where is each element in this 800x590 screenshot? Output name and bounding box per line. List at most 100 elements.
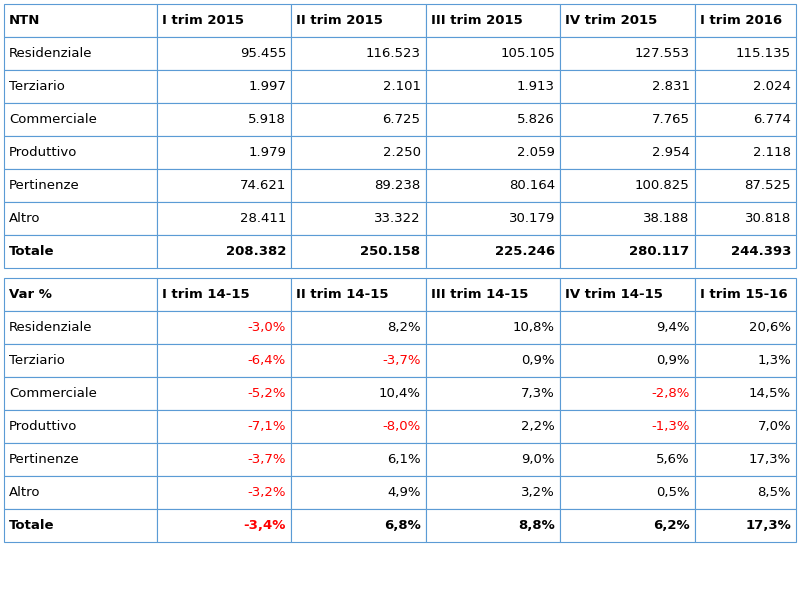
- Text: NTN: NTN: [9, 14, 40, 27]
- Text: 3,2%: 3,2%: [522, 486, 555, 499]
- Bar: [157, 70, 291, 103]
- Bar: [560, 344, 694, 377]
- Bar: [291, 344, 426, 377]
- Text: 6,2%: 6,2%: [653, 519, 690, 532]
- Text: 6,1%: 6,1%: [387, 453, 421, 466]
- Bar: [157, 202, 291, 235]
- Text: Produttivo: Produttivo: [9, 146, 78, 159]
- Text: I trim 15-16: I trim 15-16: [699, 288, 787, 301]
- Text: 8,2%: 8,2%: [387, 321, 421, 334]
- Bar: [291, 311, 426, 344]
- Bar: [4, 4, 157, 37]
- Bar: [157, 169, 291, 202]
- Text: 89.238: 89.238: [374, 179, 421, 192]
- Text: 8,8%: 8,8%: [518, 519, 555, 532]
- Bar: [426, 443, 560, 476]
- Text: -5,2%: -5,2%: [248, 387, 286, 400]
- Text: 7,3%: 7,3%: [522, 387, 555, 400]
- Text: 250.158: 250.158: [361, 245, 421, 258]
- Bar: [560, 311, 694, 344]
- Bar: [560, 278, 694, 311]
- Text: 115.135: 115.135: [736, 47, 791, 60]
- Text: -7,1%: -7,1%: [248, 420, 286, 433]
- Text: 2.059: 2.059: [517, 146, 555, 159]
- Text: -3,2%: -3,2%: [248, 486, 286, 499]
- Bar: [426, 4, 560, 37]
- Text: Residenziale: Residenziale: [9, 47, 93, 60]
- Text: -6,4%: -6,4%: [248, 354, 286, 367]
- Bar: [560, 136, 694, 169]
- Bar: [560, 410, 694, 443]
- Text: 0,9%: 0,9%: [522, 354, 555, 367]
- Text: 30.179: 30.179: [509, 212, 555, 225]
- Bar: [694, 311, 796, 344]
- Text: 28.411: 28.411: [240, 212, 286, 225]
- Text: 116.523: 116.523: [366, 47, 421, 60]
- Bar: [560, 103, 694, 136]
- Bar: [157, 410, 291, 443]
- Bar: [560, 37, 694, 70]
- Bar: [291, 410, 426, 443]
- Text: Pertinenze: Pertinenze: [9, 453, 80, 466]
- Text: 1.997: 1.997: [248, 80, 286, 93]
- Bar: [694, 136, 796, 169]
- Bar: [560, 4, 694, 37]
- Bar: [291, 4, 426, 37]
- Text: 225.246: 225.246: [495, 245, 555, 258]
- Bar: [157, 377, 291, 410]
- Text: 95.455: 95.455: [240, 47, 286, 60]
- Text: 5.826: 5.826: [517, 113, 555, 126]
- Text: Altro: Altro: [9, 486, 41, 499]
- Bar: [4, 278, 157, 311]
- Bar: [560, 377, 694, 410]
- Text: Pertinenze: Pertinenze: [9, 179, 80, 192]
- Bar: [694, 377, 796, 410]
- Bar: [157, 103, 291, 136]
- Bar: [4, 311, 157, 344]
- Text: Totale: Totale: [9, 519, 54, 532]
- Text: IV trim 14-15: IV trim 14-15: [565, 288, 663, 301]
- Bar: [157, 509, 291, 542]
- Bar: [426, 278, 560, 311]
- Bar: [157, 235, 291, 268]
- Text: -3,4%: -3,4%: [244, 519, 286, 532]
- Text: I trim 14-15: I trim 14-15: [162, 288, 250, 301]
- Bar: [4, 344, 157, 377]
- Text: 2.831: 2.831: [651, 80, 690, 93]
- Text: 7.765: 7.765: [651, 113, 690, 126]
- Bar: [157, 311, 291, 344]
- Bar: [4, 476, 157, 509]
- Bar: [291, 235, 426, 268]
- Bar: [694, 476, 796, 509]
- Text: Terziario: Terziario: [9, 354, 65, 367]
- Bar: [4, 377, 157, 410]
- Bar: [426, 410, 560, 443]
- Bar: [4, 235, 157, 268]
- Text: 10,8%: 10,8%: [513, 321, 555, 334]
- Bar: [4, 202, 157, 235]
- Text: II trim 14-15: II trim 14-15: [296, 288, 389, 301]
- Text: 30.818: 30.818: [745, 212, 791, 225]
- Bar: [291, 202, 426, 235]
- Bar: [426, 103, 560, 136]
- Bar: [4, 70, 157, 103]
- Bar: [426, 476, 560, 509]
- Bar: [4, 410, 157, 443]
- Bar: [694, 443, 796, 476]
- Text: 2,2%: 2,2%: [522, 420, 555, 433]
- Bar: [291, 443, 426, 476]
- Bar: [694, 344, 796, 377]
- Text: -1,3%: -1,3%: [651, 420, 690, 433]
- Text: -3,7%: -3,7%: [382, 354, 421, 367]
- Bar: [291, 37, 426, 70]
- Text: -3,7%: -3,7%: [248, 453, 286, 466]
- Bar: [291, 169, 426, 202]
- Text: 8,5%: 8,5%: [758, 486, 791, 499]
- Bar: [560, 476, 694, 509]
- Text: -3,0%: -3,0%: [248, 321, 286, 334]
- Bar: [694, 278, 796, 311]
- Text: Var %: Var %: [9, 288, 52, 301]
- Bar: [291, 509, 426, 542]
- Text: 2.954: 2.954: [652, 146, 690, 159]
- Bar: [426, 377, 560, 410]
